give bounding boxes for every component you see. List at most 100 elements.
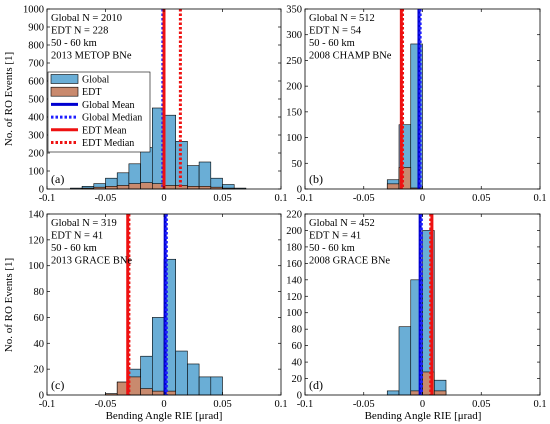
- global-bar: [152, 317, 165, 396]
- annotation-line: 2013 METOP BNe: [51, 51, 132, 62]
- x-tick-label: 0.1: [533, 399, 546, 410]
- y-tick-label: 40: [34, 339, 45, 350]
- panels: -0.1 -0.05 0 0.05 0.101002003004005006007008…: [23, 5, 547, 411]
- y-tick-label: 400: [28, 113, 44, 124]
- x-tick-label: 0.1: [533, 193, 546, 204]
- global-bar: [386, 390, 400, 396]
- legend-label: EDT: [82, 87, 101, 98]
- edt-legend-swatch: [50, 86, 79, 97]
- panel-label: (a): [51, 172, 64, 186]
- x-tick-label: -0.05: [353, 399, 375, 410]
- edt-bar: [116, 185, 130, 190]
- panel-label: (b): [309, 172, 323, 186]
- panel-3: -0.1 -0.05 0 0.05 0.1 0 20 40 60 80 100 120 140 Globa…: [28, 210, 287, 411]
- x-tick-label: -0.05: [95, 193, 117, 204]
- annotation-line: 50 - 60 km: [51, 243, 97, 254]
- annotation-line: Global N = 319: [51, 218, 117, 229]
- y-tick-label: 600: [28, 77, 44, 88]
- y-tick-label: 900: [28, 23, 44, 34]
- x-tick-label: -0.05: [353, 193, 375, 204]
- annotation-line: EDT N = 228: [51, 26, 108, 37]
- edt-bar: [187, 186, 200, 190]
- ylabel-bottom: No. of RO Events [1]: [3, 258, 15, 352]
- y-tick-label: 0: [39, 185, 44, 196]
- y-tick-label: 140: [28, 210, 44, 221]
- edt-bar: [140, 182, 153, 190]
- annotation-line: 50 - 60 km: [51, 38, 97, 49]
- annotation-line: EDT N = 54: [309, 26, 362, 37]
- global-bar: [398, 326, 412, 396]
- y-tick-label: 0: [39, 391, 44, 402]
- annotation-line: 50 - 60 km: [309, 38, 355, 49]
- annotation-line: 2013 GRACE BNe: [51, 256, 132, 267]
- x-tick-label: 0.05: [472, 399, 490, 410]
- global-bar: [198, 161, 212, 190]
- x-tick-label: 0.05: [472, 193, 490, 204]
- annotation-line: Global N = 512: [309, 13, 375, 24]
- x-tick-label: -0.1: [297, 399, 314, 410]
- y-tick-label: 220: [286, 210, 302, 221]
- y-tick-label: 60: [292, 341, 303, 352]
- panel-label: (c): [51, 378, 64, 392]
- y-tick-label: 140: [286, 275, 302, 286]
- legend-box: [47, 71, 151, 153]
- y-tick-label: 120: [28, 235, 44, 246]
- global-bar: [198, 376, 212, 396]
- x-tick-label: 0.05: [213, 399, 231, 410]
- y-tick-label: 180: [286, 242, 302, 253]
- edt-bar: [198, 186, 212, 190]
- edt-bar: [386, 183, 400, 190]
- x-tick-label: 0: [161, 193, 166, 204]
- x-tick-label: 0: [161, 399, 166, 410]
- y-tick-label: 200: [286, 226, 302, 237]
- ylabel-top: No. of RO Events [1]: [3, 52, 15, 146]
- y-tick-label: 40: [292, 358, 303, 369]
- y-tick-label: 0: [297, 185, 302, 196]
- x-tick-label: 0.1: [274, 399, 287, 410]
- y-tick-label: 60: [34, 313, 45, 324]
- edt-bar: [105, 186, 118, 190]
- y-tick-label: 200: [28, 149, 44, 160]
- y-tick-label: 120: [286, 292, 302, 303]
- global-legend-swatch: [50, 74, 79, 84]
- y-tick-label: 20: [292, 374, 303, 385]
- y-tick-label: 500: [28, 95, 44, 106]
- y-tick-label: 80: [34, 287, 45, 298]
- y-tick-label: 100: [28, 167, 44, 178]
- y-tick-label: 300: [28, 131, 44, 142]
- annotation-line: 2008 CHAMP BNe: [309, 51, 392, 62]
- x-tick-label: -0.05: [95, 399, 117, 410]
- edt-bar: [140, 388, 153, 396]
- global-bar: [187, 363, 200, 396]
- global-bar: [210, 376, 223, 396]
- annotation-line: EDT N = 41: [51, 231, 103, 242]
- annotation-line: 2008 GRACE BNe: [309, 256, 390, 267]
- y-tick-label: 700: [28, 59, 44, 70]
- y-tick-label: 50: [292, 159, 303, 170]
- edt-bar: [433, 390, 447, 396]
- edt-bar: [128, 376, 141, 396]
- y-tick-label: 100: [286, 308, 302, 319]
- edt-bar: [152, 390, 165, 396]
- y-tick-label: 0: [297, 391, 302, 402]
- edt-bar: [128, 183, 141, 190]
- global-bar: [187, 165, 200, 190]
- y-tick-label: 100: [286, 133, 302, 144]
- panel-1: -0.1 -0.05 0 0.05 0.1 0 100 200 300 400 500 600 700 8…: [23, 5, 288, 205]
- x-tick-label: -0.1: [297, 193, 314, 204]
- y-tick-label: 150: [286, 107, 302, 118]
- annotation-line: EDT N = 41: [309, 231, 361, 242]
- panel-label: (d): [309, 378, 323, 392]
- annotation-line: Global N = 452: [309, 218, 375, 229]
- y-tick-label: 300: [286, 30, 302, 41]
- annotation-line: 50 - 60 km: [309, 243, 355, 254]
- panel-4: -0.1 -0.05 0 0.05 0.1 0 20 40 60 80 100 120 140 160 18…: [286, 210, 546, 411]
- y-tick-label: 80: [292, 325, 303, 336]
- x-tick-label: 0: [420, 399, 425, 410]
- x-tick-label: 0: [420, 193, 425, 204]
- y-tick-label: 250: [286, 56, 302, 67]
- edt-bar: [163, 185, 176, 190]
- global-bar: [163, 114, 176, 190]
